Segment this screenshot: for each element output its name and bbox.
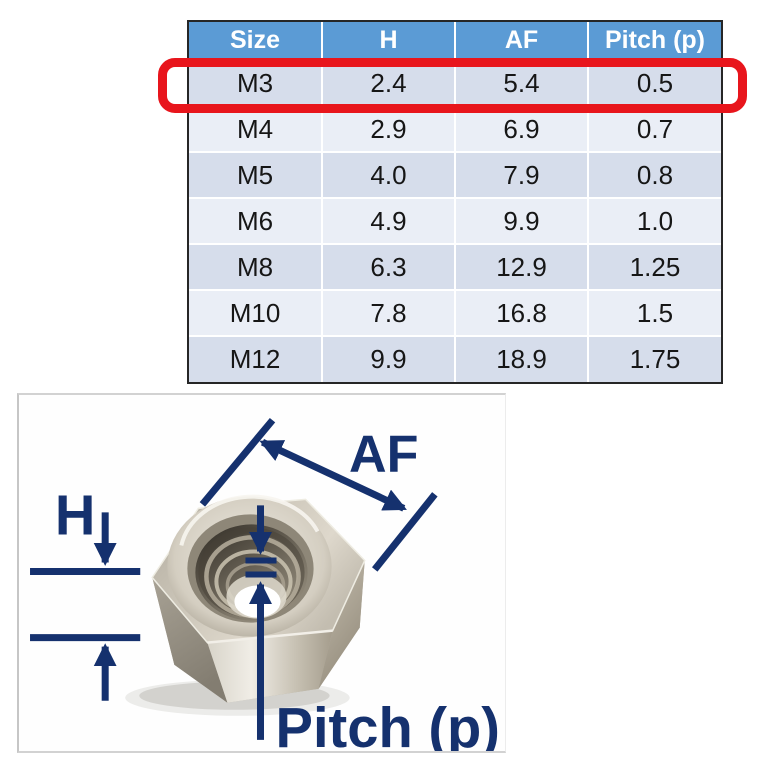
cell-af: 16.8	[455, 290, 589, 337]
spec-table: Size H AF Pitch (p) M3 2.4 5.4 0.5 M4 2.…	[189, 22, 721, 382]
table-row-m12: M12 9.9 18.9 1.75	[189, 336, 721, 382]
cell-af: 12.9	[455, 244, 589, 291]
cell-af: 7.9	[455, 152, 589, 199]
col-header-h: H	[322, 22, 456, 61]
cell-h: 4.9	[322, 198, 456, 245]
nut-hole	[167, 494, 332, 637]
cell-pitch: 1.75	[588, 336, 721, 382]
cell-size: M12	[189, 336, 323, 382]
col-header-af: AF	[455, 22, 589, 61]
cell-size: M10	[189, 290, 323, 337]
pitch-label: Pitch (p)	[276, 696, 500, 751]
cell-pitch: 1.5	[588, 290, 721, 337]
table-row-m3: M3 2.4 5.4 0.5	[189, 60, 721, 107]
nut-front-edge-highlight	[207, 629, 333, 644]
hex-nut-diagram: AF H Pitch (p)	[30, 417, 500, 751]
cell-h: 2.9	[322, 106, 456, 153]
cell-pitch: 1.25	[588, 244, 721, 291]
af-extension-line-left	[199, 417, 276, 507]
cell-pitch: 0.8	[588, 152, 721, 199]
nut-side-face-front	[207, 630, 333, 703]
cell-size: M6	[189, 198, 323, 245]
cell-h: 7.8	[322, 290, 456, 337]
af-arrow	[259, 439, 407, 512]
nut-side-face-right	[318, 560, 365, 689]
cell-af: 9.9	[455, 198, 589, 245]
hex-nut-photo: AF H Pitch (p)	[17, 393, 506, 753]
af-extension-line-right	[371, 492, 438, 572]
cell-pitch: 0.5	[588, 60, 721, 107]
cell-af: 5.4	[455, 60, 589, 107]
cell-pitch: 0.7	[588, 106, 721, 153]
cell-af: 6.9	[455, 106, 589, 153]
table-row-m10: M10 7.8 16.8 1.5	[189, 290, 721, 337]
h-label: H	[55, 483, 96, 546]
cell-size: M8	[189, 244, 323, 291]
af-dimension	[199, 417, 438, 572]
cell-size: M4	[189, 106, 323, 153]
cell-af: 18.9	[455, 336, 589, 382]
col-header-pitch: Pitch (p)	[588, 22, 721, 61]
table-row-m8: M8 6.3 12.9 1.25	[189, 244, 721, 291]
cell-pitch: 1.0	[588, 198, 721, 245]
col-header-size: Size	[189, 22, 323, 61]
cell-h: 4.0	[322, 152, 456, 199]
nut-dimensions-table: Size H AF Pitch (p) M3 2.4 5.4 0.5 M4 2.…	[187, 20, 723, 384]
header-row: Size H AF Pitch (p)	[189, 22, 721, 61]
table-row-m6: M6 4.9 9.9 1.0	[189, 198, 721, 245]
af-label: AF	[349, 425, 418, 483]
cell-size: M5	[189, 152, 323, 199]
cell-h: 6.3	[322, 244, 456, 291]
cell-h: 2.4	[322, 60, 456, 107]
table-row-m5: M5 4.0 7.9 0.8	[189, 152, 721, 199]
nut-side-face-left	[152, 577, 228, 703]
cell-size: M3	[189, 60, 323, 107]
h-dimension	[30, 512, 141, 701]
pitch-dimension	[245, 505, 277, 740]
table-row-m4: M4 2.9 6.9 0.7	[189, 106, 721, 153]
hex-nut	[151, 494, 366, 703]
cell-h: 9.9	[322, 336, 456, 382]
